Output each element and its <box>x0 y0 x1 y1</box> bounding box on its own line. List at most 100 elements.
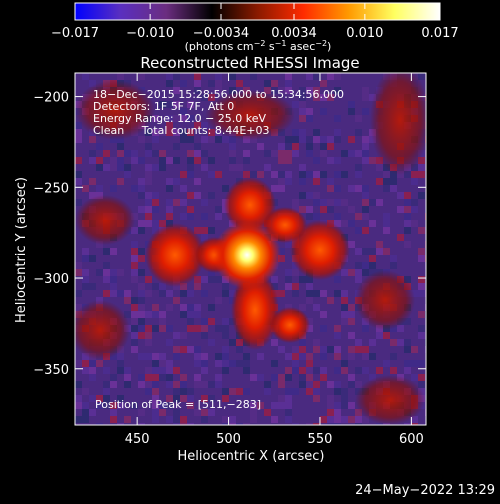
image-pixel <box>194 325 201 332</box>
image-pixel <box>145 171 152 178</box>
image-pixel <box>236 339 243 346</box>
image-pixel <box>306 276 313 283</box>
image-pixel <box>194 353 201 360</box>
image-pixel <box>187 423 194 425</box>
image-pixel <box>376 241 383 248</box>
image-pixel <box>278 185 285 192</box>
image-pixel <box>89 192 96 199</box>
image-pixel <box>187 290 194 297</box>
image-pixel <box>75 157 82 164</box>
image-pixel <box>180 129 187 136</box>
image-pixel <box>152 325 159 332</box>
image-pixel <box>201 276 208 283</box>
image-pixel <box>166 73 173 80</box>
image-pixel <box>138 178 145 185</box>
image-pixel <box>152 367 159 374</box>
image-pixel <box>229 423 236 425</box>
image-pixel <box>229 150 236 157</box>
image-pixel <box>173 129 180 136</box>
image-pixel <box>89 150 96 157</box>
image-pixel <box>201 199 208 206</box>
image-pixel <box>138 206 145 213</box>
image-pixel <box>187 213 194 220</box>
image-pixel <box>404 367 411 374</box>
image-pixel <box>131 241 138 248</box>
image-pixel <box>348 332 355 339</box>
image-pixel <box>404 241 411 248</box>
image-pixel <box>110 276 117 283</box>
image-pixel <box>187 164 194 171</box>
image-pixel <box>362 150 369 157</box>
image-pixel <box>131 339 138 346</box>
image-pixel <box>257 402 264 409</box>
x-tick-label: 500 <box>216 432 241 447</box>
image-pixel <box>159 374 166 381</box>
colorbar-tick-label: 0.010 <box>346 26 383 41</box>
image-pixel <box>320 143 327 150</box>
image-pixel <box>299 115 306 122</box>
image-pixel <box>82 73 89 80</box>
image-pixel <box>208 94 215 101</box>
image-pixel <box>194 227 201 234</box>
image-pixel <box>264 80 271 87</box>
image-pixel <box>306 115 313 122</box>
image-pixel <box>89 374 96 381</box>
image-pixel <box>82 409 89 416</box>
image-pixel <box>418 171 425 178</box>
image-pixel <box>180 199 187 206</box>
image-pixel <box>411 374 418 381</box>
image-pixel <box>271 374 278 381</box>
image-pixel <box>355 346 362 353</box>
image-pixel <box>110 157 117 164</box>
image-pixel <box>194 178 201 185</box>
image-pixel <box>194 360 201 367</box>
image-pixel <box>159 311 166 318</box>
image-pixel <box>110 185 117 192</box>
image-pixel <box>411 171 418 178</box>
image-pixel <box>313 199 320 206</box>
image-pixel <box>75 199 82 206</box>
image-pixel <box>306 388 313 395</box>
image-pixel <box>124 381 131 388</box>
image-pixel <box>285 276 292 283</box>
info-time: 18−Dec−2015 15:28:56.000 to 15:34:56.000 <box>93 88 344 101</box>
image-pixel <box>208 80 215 87</box>
image-pixel <box>89 409 96 416</box>
image-pixel <box>117 269 124 276</box>
image-pixel <box>292 199 299 206</box>
image-pixel <box>229 164 236 171</box>
x-tick-label: 600 <box>399 432 424 447</box>
image-pixel <box>264 87 271 94</box>
image-pixel <box>334 276 341 283</box>
image-pixel <box>250 402 257 409</box>
image-pixel <box>159 353 166 360</box>
image-pixel <box>299 94 306 101</box>
image-pixel <box>341 150 348 157</box>
image-pixel <box>264 164 271 171</box>
image-pixel <box>348 416 355 423</box>
image-pixel <box>103 269 110 276</box>
image-pixel <box>152 220 159 227</box>
image-pixel <box>257 143 264 150</box>
image-pixel <box>82 402 89 409</box>
image-pixel <box>152 129 159 136</box>
image-pixel <box>341 220 348 227</box>
image-pixel <box>243 360 250 367</box>
image-pixel <box>89 255 96 262</box>
image-pixel <box>243 157 250 164</box>
image-pixel <box>159 150 166 157</box>
image-pixel <box>138 290 145 297</box>
image-pixel <box>166 360 173 367</box>
image-pixel <box>348 381 355 388</box>
image-pixel <box>187 192 194 199</box>
x-axis-label: Heliocentric X (arcsec) <box>178 449 325 464</box>
image-pixel <box>306 171 313 178</box>
image-pixel <box>418 157 425 164</box>
image-pixel <box>334 213 341 220</box>
image-pixel <box>145 178 152 185</box>
image-pixel <box>173 157 180 164</box>
image-pixel <box>334 325 341 332</box>
image-pixel <box>348 108 355 115</box>
image-pixel <box>110 402 117 409</box>
colorbar-tick-label: 0.0034 <box>271 26 317 41</box>
